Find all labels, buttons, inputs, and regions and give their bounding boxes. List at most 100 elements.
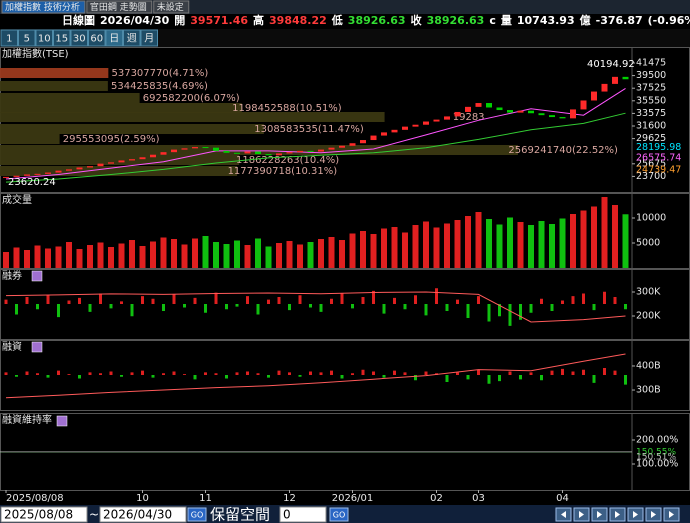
- period-button[interactable]: [35, 29, 53, 47]
- volume-bar: [3, 252, 9, 268]
- candle-body: [318, 149, 324, 152]
- candle-body: [412, 124, 419, 127]
- volume-bar: [118, 243, 125, 268]
- period-button[interactable]: [18, 29, 36, 47]
- nav-icon: [651, 511, 656, 518]
- change-bar: [109, 304, 113, 309]
- extreme-label: 40194.92: [587, 59, 635, 70]
- change-bar: [172, 294, 176, 304]
- change-bar: [193, 375, 197, 380]
- nav-icon: [579, 511, 584, 518]
- period-label[interactable]: 30: [73, 34, 86, 45]
- tab[interactable]: [153, 0, 190, 14]
- period-button[interactable]: [123, 29, 141, 47]
- reference-label: 150.51%: [636, 452, 676, 462]
- period-button[interactable]: [105, 29, 123, 47]
- period-label[interactable]: 1: [6, 34, 12, 45]
- volume-bar: [160, 237, 167, 268]
- change-bar: [78, 375, 81, 379]
- volume-bar: [297, 244, 303, 268]
- candle-body: [538, 113, 545, 116]
- reserve-value[interactable]: 0: [283, 508, 291, 522]
- period-button[interactable]: [53, 29, 71, 47]
- period-label[interactable]: 5: [24, 34, 30, 45]
- change-bar: [67, 374, 71, 375]
- candle-body: [3, 176, 9, 178]
- change-bar: [162, 304, 165, 311]
- go-label[interactable]: GO: [191, 511, 204, 520]
- period-label[interactable]: 日: [109, 34, 119, 45]
- tab-label[interactable]: 未設定: [157, 1, 184, 13]
- date-separator: ~: [89, 508, 99, 522]
- date-from[interactable]: 2025/08/08: [4, 508, 73, 522]
- candle-body: [297, 150, 303, 153]
- period-label[interactable]: 15: [55, 34, 68, 45]
- change-bar: [25, 371, 29, 375]
- y-tick-label: 200.00%: [636, 435, 678, 446]
- change-bar: [78, 297, 81, 304]
- panel-icon[interactable]: [31, 341, 43, 353]
- volume-bar: [486, 219, 492, 268]
- volume-bar: [549, 224, 555, 268]
- change-bar: [319, 372, 323, 375]
- tabs: 加權指數 技術分析 官田鋼 走勢圖 未設定: [1, 0, 190, 14]
- period-label[interactable]: 10: [38, 34, 51, 45]
- change-bar: [529, 372, 533, 375]
- period-button[interactable]: [70, 29, 88, 47]
- volume-bar: [129, 240, 135, 268]
- change-bar: [477, 296, 480, 304]
- panel-icon[interactable]: [56, 415, 68, 427]
- tab-label[interactable]: 加權指數 技術分析: [5, 1, 80, 13]
- volume-bar: [433, 227, 440, 268]
- tab[interactable]: [1, 0, 86, 14]
- period-button[interactable]: [0, 29, 18, 47]
- change-bar: [4, 299, 8, 304]
- extreme-label: 23620.24: [8, 177, 56, 188]
- change-bar: [67, 300, 71, 304]
- date-to[interactable]: 2026/04/30: [103, 508, 172, 522]
- volume-profile-label: 692582200(6.07%): [143, 93, 240, 104]
- change-bar: [298, 295, 302, 304]
- panel-icon[interactable]: [31, 270, 43, 282]
- period-button[interactable]: [140, 29, 158, 47]
- candle-body: [13, 175, 20, 177]
- x-tick-label: 2026/01: [332, 493, 374, 504]
- period-button[interactable]: [88, 29, 106, 47]
- candle-body: [444, 116, 450, 120]
- change-bar: [235, 372, 239, 375]
- volume-bar: [412, 225, 419, 268]
- period-label[interactable]: 月: [144, 33, 154, 45]
- volume-bar: [402, 232, 408, 268]
- change-bar: [540, 375, 543, 381]
- go-button[interactable]: [329, 507, 349, 522]
- change-bar: [519, 375, 522, 380]
- volume-bar: [507, 217, 513, 268]
- tab-label[interactable]: 官田鋼 走勢圖: [90, 1, 147, 13]
- quote-high-label: 高: [253, 13, 264, 27]
- change-bar: [57, 304, 60, 318]
- date-input[interactable]: [99, 506, 187, 523]
- period-label[interactable]: 60: [90, 34, 103, 45]
- go-label[interactable]: GO: [333, 511, 346, 520]
- balance-line: [5, 291, 626, 323]
- candle-body: [118, 160, 125, 163]
- volume-bar: [13, 247, 20, 268]
- x-tick-label: 04: [556, 493, 569, 504]
- change-bar: [456, 372, 459, 375]
- quote-low: 38926.63: [348, 14, 406, 27]
- change-bar: [603, 368, 606, 375]
- change-bar: [246, 371, 249, 375]
- date-input[interactable]: [0, 506, 88, 523]
- tab[interactable]: [86, 0, 153, 14]
- volume-bar: [55, 246, 62, 268]
- candle-body: [276, 153, 282, 156]
- y-tick-label: 400B: [636, 360, 661, 371]
- change-bar: [109, 371, 113, 375]
- volume-bar: [265, 246, 272, 268]
- period-label[interactable]: 週: [127, 33, 137, 45]
- go-button[interactable]: [187, 507, 207, 522]
- candle-body: [465, 106, 471, 112]
- change-bar: [151, 298, 155, 304]
- candle-body: [255, 151, 261, 155]
- reserve-input[interactable]: [279, 506, 327, 523]
